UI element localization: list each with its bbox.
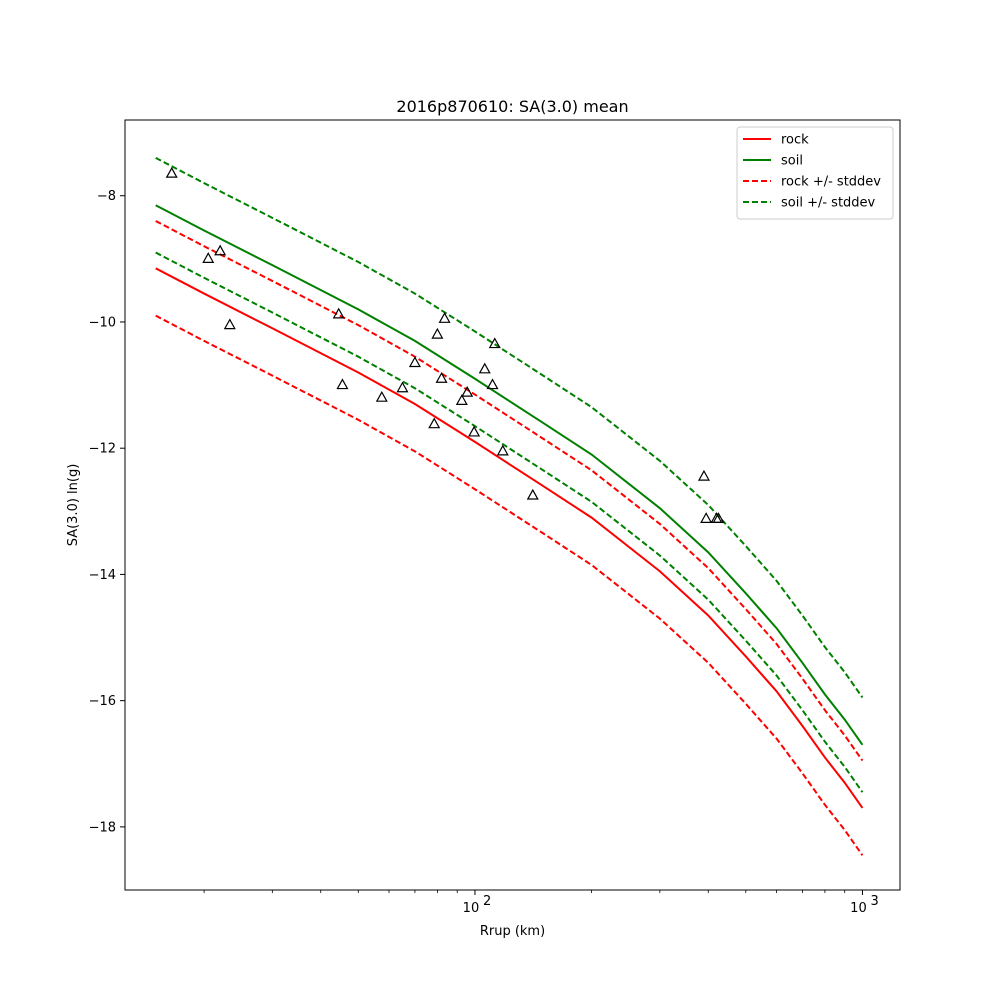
observation-point (336, 378, 349, 390)
series-line-0 (155, 267, 864, 809)
legend-label: rock (781, 133, 809, 148)
series-line-4 (155, 156, 864, 699)
observation-point (375, 390, 388, 402)
observation-point (478, 362, 491, 374)
observation-point (408, 356, 421, 368)
plot-area (155, 156, 864, 856)
legend-label: soil +/- stddev (781, 196, 876, 211)
series-group (155, 156, 864, 856)
y-tick-label: −16 (89, 694, 116, 709)
observation-point (526, 488, 539, 500)
observation-point (435, 372, 448, 383)
x-tick-label-exponent: 2 (483, 894, 491, 909)
series-line-3 (155, 314, 864, 856)
legend-label: rock +/- stddev (781, 175, 881, 190)
observation-point (223, 318, 236, 330)
x-axis-label: Rrup (km) (480, 924, 545, 939)
observation-point (214, 244, 227, 256)
observation-point (455, 394, 468, 405)
y-tick-label: −14 (89, 568, 116, 583)
y-tick-label: −10 (89, 315, 116, 330)
y-tick-label: −18 (89, 820, 116, 835)
chart-title: 2016p870610: SA(3.0) mean (396, 97, 628, 116)
y-tick-label: −8 (97, 189, 116, 204)
observation-point (438, 312, 451, 323)
series-line-5 (155, 251, 864, 793)
observation-point (332, 307, 345, 319)
observation-point (697, 469, 710, 481)
legend-box (736, 126, 894, 220)
observation-point (496, 444, 509, 456)
axes-frame (124, 119, 901, 891)
observation-point (486, 378, 499, 390)
observation-point (431, 327, 444, 339)
series-line-1 (155, 204, 864, 746)
observation-point (468, 425, 481, 437)
x-tick-label-exponent: 3 (870, 894, 878, 909)
observation-point (428, 417, 441, 429)
x-tick-label: 10 (463, 901, 480, 916)
observation-point (700, 512, 713, 523)
observation-point (461, 385, 474, 397)
observation-point (165, 166, 178, 178)
y-tick-label: −12 (89, 442, 116, 457)
observation-point (488, 337, 501, 349)
y-axis-label: SA(3.0) ln(g) (66, 464, 81, 547)
series-line-2 (155, 220, 864, 762)
x-tick-label: 10 (850, 901, 867, 916)
legend-label: soil (781, 154, 803, 169)
axes: −18−16−14−12−10−810 2 10 3 (89, 119, 901, 916)
legend: rock soil rock +/- stddev soil +/- stddev (736, 126, 894, 220)
observation-point (712, 512, 725, 523)
observation-point (202, 252, 215, 263)
observation-point (396, 381, 409, 393)
